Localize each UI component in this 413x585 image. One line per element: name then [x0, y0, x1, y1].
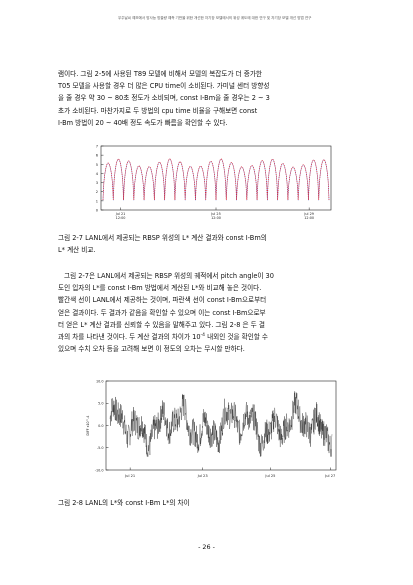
- x-tick-label: Jul 23: [197, 474, 208, 478]
- y-tick-label: -5.0: [97, 446, 104, 450]
- x-tick-label: 12:00: [304, 216, 314, 220]
- y-tick-label: 5: [96, 163, 98, 167]
- caption-line: 그림 2-7 LANL에서 제공되는 RBSP 위성의 L* 계산 결과와 co…: [58, 232, 358, 244]
- difference-svg: 10.0 5.0 0.0 -5.0 -10.0 DIFF x10^-4 Jul 21 Jul …: [82, 378, 340, 484]
- paragraph-2-line: 얻은 결과이다. 두 결과가 같음을 확인할 수 있으며 이는 const I-…: [58, 307, 360, 319]
- y-tick-label: 0.0: [98, 424, 103, 428]
- y-tick-label: 10.0: [96, 379, 104, 383]
- paragraph-1-line: 초가 소비된다. 마찬가지로 두 방법의 cpu time 비율을 구해보면 c…: [58, 105, 360, 117]
- y-tick-label: -10.0: [95, 468, 104, 472]
- y-tick-label: 0: [96, 209, 99, 213]
- x-tick-label: Jul 25: [264, 474, 275, 478]
- paragraph-1-line: I-Bm 방법이 20 ~ 40배 정도 속도가 빠름을 확인할 수 있다.: [58, 117, 360, 129]
- running-header: 우주날씨 예보에서 방사능 방출량 예측 기반을 위한 개선한 자기장 모델에서…: [118, 16, 398, 21]
- paragraph-2-line: 그림 2-7은 LANL에서 제공되는 RBSP 위성의 궤적에서 pitch …: [58, 270, 360, 282]
- page-number: - 26 -: [0, 543, 413, 551]
- paragraph-1: 램이다. 그림 2-5에 사용된 T89 모델에 비해서 모델의 복잡도가 더 …: [58, 68, 360, 129]
- y-axis-label: DIFF x10^-4: [86, 416, 90, 436]
- series-lanl: [103, 159, 329, 200]
- line-text: 과의 차를 나타낸 것이다. 두 계산 결과의 차이가 10: [58, 333, 201, 341]
- y-tick-label: 5.0: [98, 402, 103, 406]
- y-tick-label: 2: [96, 190, 98, 194]
- paragraph-2-line: 도인 입자의 L*를 const I-Bm 방법에서 계산된 L*와 비교해 놓…: [58, 282, 360, 294]
- figure-2-8-difference-chart: 10.0 5.0 0.0 -5.0 -10.0 DIFF x10^-4 Jul 21 Jul …: [82, 378, 340, 484]
- caption-line: L* 계산 비교.: [58, 244, 358, 256]
- y-tick-label: 4: [96, 172, 99, 176]
- figure-2-7-lstar-comparison-chart: 7 6 5 4 3 2 1 0 Jul 21 12:00 Jul 25 12:00 Jul 29 12:0…: [85, 142, 335, 224]
- x-tick-label: 12:00: [211, 216, 221, 220]
- paragraph-2: 그림 2-7은 LANL에서 제공되는 RBSP 위성의 궤적에서 pitch …: [58, 270, 360, 355]
- x-tick-label: Jul 27: [324, 474, 335, 478]
- series-difference: [110, 391, 332, 456]
- line-text: 내외인 것을 확인할 수: [205, 333, 268, 341]
- y-tick-label: 1: [96, 199, 98, 203]
- paragraph-1-line: 을 줄 경우 약 30 ~ 80초 정도가 소비되며, const I-Bm을 …: [58, 92, 360, 104]
- y-tick-label: 3: [96, 181, 98, 185]
- y-tick-label: 6: [96, 154, 99, 158]
- paragraph-2-line: 터 얻은 L* 계산 결과를 신뢰할 수 있음을 말해주고 있다. 그림 2-8…: [58, 319, 360, 331]
- paragraph-1-line: 램이다. 그림 2-5에 사용된 T89 모델에 비해서 모델의 복잡도가 더 …: [58, 68, 360, 80]
- paragraph-1-line: T05 모델을 사용할 경우 더 많은 CPU time이 소비된다. 가미널 …: [58, 80, 360, 92]
- paragraph-2-line: 있으며 수치 오차 등을 고려해 보면 이 정도의 오차는 무시할 만하다.: [58, 343, 360, 355]
- y-tick-label: 7: [96, 145, 98, 149]
- paragraph-2-line: 빨간색 선이 LANL에서 제공하는 것이며, 파란색 선이 const I-B…: [58, 294, 360, 306]
- figure-2-7-caption: 그림 2-7 LANL에서 제공되는 RBSP 위성의 L* 계산 결과와 co…: [58, 232, 358, 256]
- x-tick-label: Jul 21: [124, 474, 135, 478]
- figure-2-8-caption: 그림 2-8 LANL의 L*와 const I-Bm L*의 차이: [58, 497, 358, 509]
- x-tick-label: 12:00: [116, 216, 126, 220]
- paragraph-2-line: 과의 차를 나타낸 것이다. 두 계산 결과의 차이가 10-4 내외인 것을 …: [58, 331, 360, 343]
